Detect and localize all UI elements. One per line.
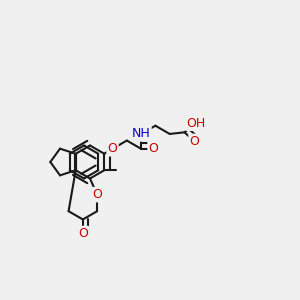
Text: O: O bbox=[78, 227, 88, 240]
Text: OH: OH bbox=[187, 117, 206, 130]
Text: O: O bbox=[108, 142, 118, 155]
Text: O: O bbox=[92, 188, 102, 201]
Text: O: O bbox=[148, 142, 158, 155]
Text: O: O bbox=[190, 135, 200, 148]
Text: NH: NH bbox=[132, 128, 151, 140]
